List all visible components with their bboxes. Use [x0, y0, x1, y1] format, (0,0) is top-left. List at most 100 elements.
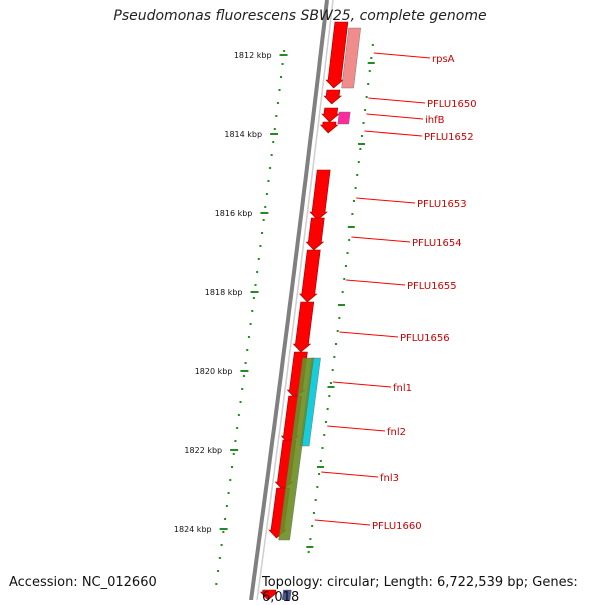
scale-dot	[232, 453, 235, 455]
scale-dot	[222, 531, 225, 533]
scale-label: 1812 kbp	[234, 51, 272, 60]
gene-arrow	[299, 249, 321, 303]
scale-dot	[328, 395, 331, 397]
scale-dot	[259, 245, 262, 247]
scale-label: 1818 kbp	[205, 288, 243, 297]
gene-arrow	[319, 121, 339, 134]
scale-dot	[356, 174, 359, 176]
scale-major-tick	[279, 54, 288, 56]
gene-label: PFLU1656	[400, 333, 450, 344]
scale-dot	[272, 141, 275, 143]
scale-dot	[273, 128, 276, 130]
scale-major-tick	[260, 212, 269, 214]
scale-major-tick	[230, 449, 239, 451]
callout-line	[351, 236, 411, 243]
gene-arrow	[259, 589, 279, 600]
scale-ticks-inner	[306, 44, 375, 553]
scale-dot	[319, 460, 322, 462]
scale-dot	[236, 427, 239, 429]
scale-dot	[324, 421, 327, 423]
backbone-highlight	[256, 0, 334, 600]
scale-labels: 1812 kbp 1814 kbp 1816 kbp 1818 kbp 1820 kbp…	[174, 51, 272, 534]
scale-dot	[359, 148, 362, 150]
scale-dot	[348, 239, 351, 241]
scale-dot	[309, 538, 312, 540]
callout-line	[321, 471, 379, 478]
scale-dot	[351, 213, 354, 215]
scale-dot	[357, 161, 360, 163]
scale-dot	[225, 505, 228, 507]
scale-dot	[321, 447, 324, 449]
gene-pink-bar	[341, 27, 361, 89]
scale-dot	[227, 492, 230, 494]
callout-line	[327, 425, 386, 432]
scale-dot	[229, 479, 232, 481]
gene-magenta-bar	[337, 111, 351, 125]
gene-blue-bar	[281, 589, 292, 600]
scale-dot	[365, 96, 368, 98]
callout-line	[368, 97, 426, 104]
scale-label: 1822 kbp	[184, 446, 222, 455]
scale-major-tick	[367, 62, 375, 64]
gene-label: PFLU1650	[427, 99, 477, 110]
scale-dot	[256, 271, 259, 273]
gene-label: fnl3	[380, 473, 399, 484]
scale-dot	[234, 440, 237, 442]
scale-dot	[264, 206, 267, 208]
scale-dot	[344, 265, 347, 267]
scale-major-tick	[317, 466, 325, 468]
scale-dot	[343, 278, 346, 280]
scale-dot	[307, 551, 310, 553]
scale-dot	[283, 50, 286, 52]
callout-line	[332, 381, 392, 388]
gene-arrow	[292, 301, 315, 353]
scale-dot	[316, 486, 319, 488]
scale-dot	[218, 557, 221, 559]
scale-dot	[231, 466, 234, 468]
scale-ticks-outer	[215, 50, 288, 585]
gene-arrow	[305, 217, 325, 251]
scale-dot	[224, 518, 227, 520]
scale-dot	[270, 154, 273, 156]
gene-label: PFLU1652	[424, 132, 474, 143]
scale-dot	[239, 401, 242, 403]
gene-label: PFLU1660	[372, 521, 422, 532]
scale-dot	[246, 349, 249, 351]
scale-dot	[367, 83, 370, 85]
backbone-line	[249, 0, 329, 600]
scale-label: 1814 kbp	[224, 130, 262, 139]
scale-dot	[346, 252, 349, 254]
scale-major-tick	[219, 528, 228, 530]
gene-label: PFLU1653	[417, 199, 467, 210]
scale-major-tick	[357, 143, 365, 145]
scale-dot	[237, 414, 240, 416]
scale-dot	[318, 473, 321, 475]
topology-text: Topology: circular; Length: 6,722,539 bp…	[262, 575, 578, 605]
callout-line	[345, 279, 406, 286]
gene-label: rpsA	[432, 54, 455, 65]
scale-dot	[241, 388, 244, 390]
scale-major-tick	[327, 386, 335, 388]
scale-dot	[336, 330, 339, 332]
scale-dot	[341, 291, 344, 293]
scale-dot	[330, 382, 333, 384]
scale-dot	[257, 258, 260, 260]
scale-dot	[261, 232, 264, 234]
callout-line	[314, 519, 371, 526]
scale-dot	[276, 102, 279, 104]
scale-dot	[251, 310, 254, 312]
scale-dot	[323, 434, 326, 436]
scale-dot	[353, 200, 355, 202]
scale-label: 1820 kbp	[195, 367, 233, 376]
gene-arrow	[309, 169, 331, 221]
scale-dot	[311, 525, 314, 527]
scale-dot	[281, 63, 284, 65]
scale-dot	[249, 323, 252, 325]
gene-callouts: rpsA PFLU1650 ihfB PFLU1652 PFLU1653 PFLU1654…	[314, 52, 477, 532]
scale-dot	[215, 583, 218, 585]
backbone	[249, 0, 334, 600]
scale-major-tick	[306, 546, 314, 548]
scale-dot	[265, 193, 268, 195]
